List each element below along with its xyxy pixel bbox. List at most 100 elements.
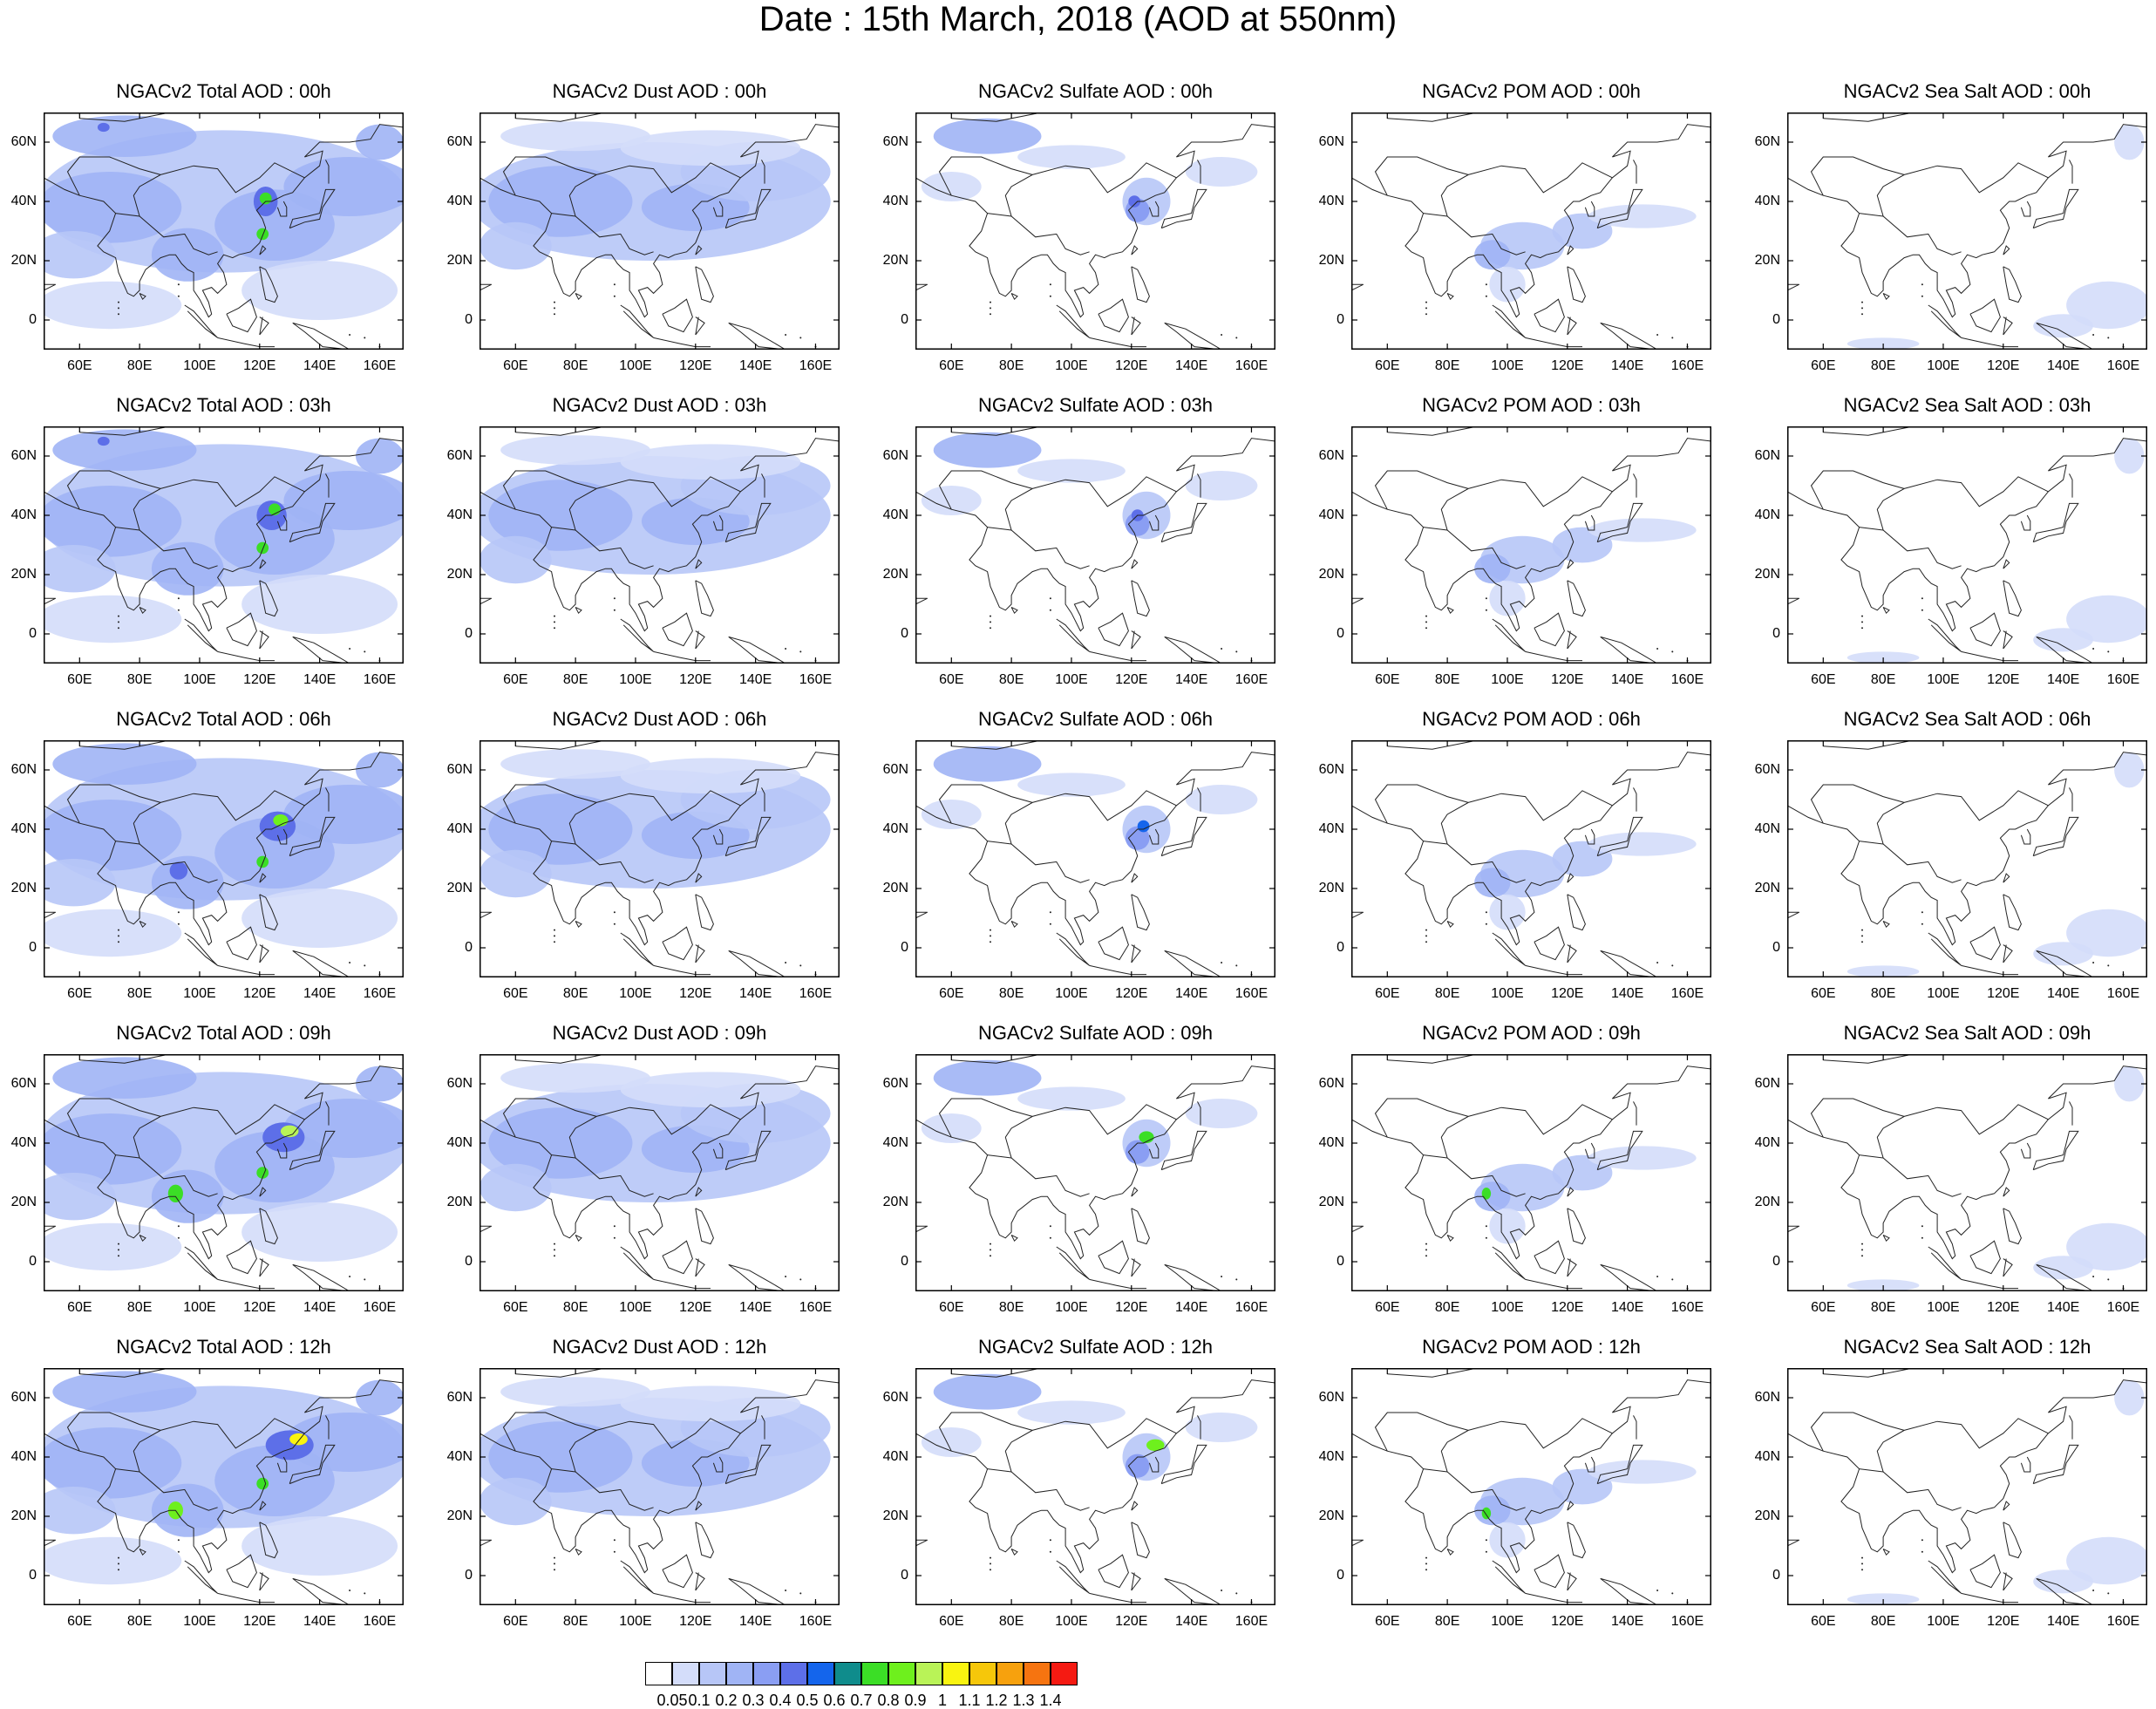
lon-tick-label: 80E: [1434, 986, 1460, 1001]
coastline: [133, 162, 305, 217]
island-dot: [1921, 1236, 1923, 1239]
island-dot: [1049, 609, 1051, 611]
coastline: [1876, 1418, 2049, 1473]
lat-tick-label: 0: [465, 312, 473, 327]
coastline: [2020, 828, 2031, 845]
coastline: [2003, 245, 2010, 255]
coastline: [662, 1554, 693, 1589]
coastline: [1600, 950, 1658, 977]
lon-tick-label: 120E: [1987, 1614, 2020, 1629]
coastline: [728, 950, 786, 977]
coastline: [951, 1054, 1042, 1064]
lon-tick-label: 80E: [562, 672, 588, 687]
coastline: [695, 1501, 703, 1511]
island-dot: [785, 962, 787, 963]
aod-shading: [2033, 314, 2093, 338]
lon-tick-label: 100E: [1491, 986, 1524, 1001]
aod-shading: [1474, 554, 1511, 584]
island-dot: [1425, 1563, 1427, 1565]
aod-map: [479, 1054, 840, 1291]
island-dot: [1235, 1278, 1238, 1281]
colorbar-swatch: [780, 1662, 807, 1685]
coastline: [1882, 1548, 1890, 1556]
lat-tick-label: 60N: [10, 134, 37, 149]
aod-shading: [2033, 942, 2093, 966]
coastline: [915, 597, 928, 605]
lat-tick-label: 0: [1336, 1254, 1344, 1269]
coastline: [44, 1379, 404, 1574]
coastline: [1089, 337, 1146, 348]
coastline: [1056, 304, 1090, 338]
island-dot: [785, 1590, 787, 1591]
coastline: [1492, 932, 1526, 966]
island-dot: [1425, 615, 1427, 617]
aod-shading: [1588, 1146, 1697, 1170]
coastline: [1876, 162, 2049, 217]
island-dot: [118, 307, 119, 310]
coastline: [502, 470, 597, 510]
island-dot: [364, 1278, 366, 1281]
lon-tick-label: 80E: [126, 1614, 153, 1629]
island-dot: [1485, 1236, 1487, 1239]
coastline: [1010, 292, 1018, 301]
aod-shading: [1017, 1086, 1126, 1111]
island-dot: [1861, 941, 1863, 943]
lat-tick-label: 0: [1772, 626, 1780, 641]
aod-shading: [921, 172, 982, 201]
coastline: [1961, 964, 2018, 976]
coastline: [502, 1412, 597, 1452]
coastline: [115, 527, 218, 569]
panel-title: NGACv2 Total AOD : 09h: [116, 1022, 331, 1044]
aod-shading: [1489, 580, 1526, 616]
aod-shading: [256, 228, 269, 241]
island-dot: [613, 597, 616, 600]
lon-tick-label: 160E: [363, 358, 397, 373]
lon-tick-label: 140E: [738, 1614, 772, 1629]
coastline: [1928, 618, 1962, 652]
lon-tick-label: 160E: [363, 672, 397, 687]
aod-shading: [241, 1516, 398, 1576]
lon-tick-label: 100E: [1491, 358, 1524, 373]
aod-shading: [1185, 471, 1258, 500]
coastline: [1387, 1054, 1478, 1064]
island-dot: [118, 929, 119, 931]
coastline: [276, 201, 288, 217]
aod-shading: [356, 438, 404, 474]
aod-shading: [2066, 909, 2147, 957]
lon-tick-label: 100E: [1927, 358, 1960, 373]
lat-tick-label: 40N: [882, 1135, 908, 1150]
coastline: [951, 1368, 1042, 1378]
coastline: [938, 470, 1033, 510]
coastline: [915, 752, 1275, 946]
lat-tick-label: 60N: [1318, 448, 1344, 463]
lon-tick-label: 160E: [363, 986, 397, 1001]
island-dot: [799, 1278, 802, 1281]
coastline: [1969, 1240, 2001, 1275]
coastline: [325, 1101, 330, 1126]
island-dot: [613, 1225, 616, 1228]
coastline: [724, 816, 772, 857]
map-frame: [1787, 1368, 2147, 1605]
coastline: [1534, 1240, 1565, 1275]
coastline: [575, 1234, 582, 1243]
coastline: [1089, 1592, 1146, 1603]
lat-tick-label: 20N: [1754, 1195, 1780, 1209]
lon-tick-label: 80E: [998, 1300, 1024, 1315]
coastline: [1197, 787, 1201, 812]
coastline: [133, 476, 305, 531]
aod-shading: [488, 1421, 633, 1493]
lon-tick-label: 80E: [126, 1300, 153, 1315]
aod-shading: [52, 429, 197, 471]
aod-shading: [241, 261, 398, 320]
island-dot: [2107, 964, 2110, 967]
island-dot: [1235, 650, 1238, 653]
coastline: [1633, 1101, 1637, 1126]
aod-shading: [1588, 832, 1697, 856]
aod-shading: [1489, 894, 1526, 930]
colorbar-label: 0.5: [796, 1692, 819, 1709]
map-frame: [44, 1368, 404, 1605]
island-dot: [990, 307, 991, 310]
aod-shading: [1137, 820, 1150, 833]
colorbar-swatch: [915, 1662, 942, 1685]
lon-tick-label: 140E: [303, 986, 337, 1001]
